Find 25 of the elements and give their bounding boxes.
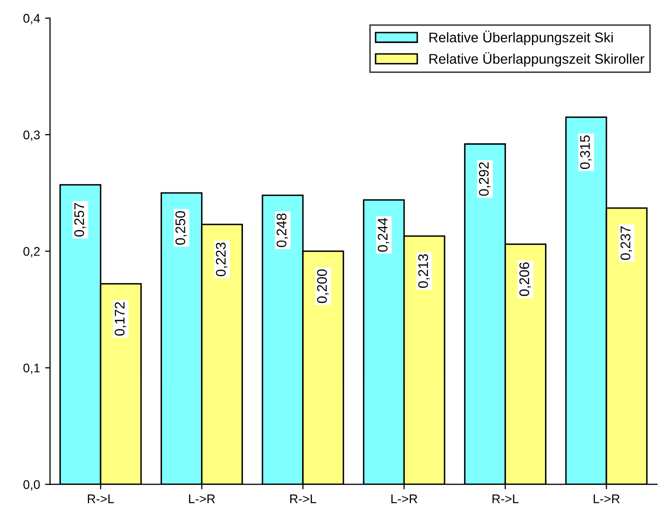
- x-tick-label: L->R: [189, 494, 215, 504]
- data-label: 0,206: [519, 262, 531, 296]
- data-label: 0,315: [580, 135, 592, 169]
- legend-label: Relative Überlappungszeit Skiroller: [429, 52, 644, 67]
- x-tick-label: R->L: [492, 494, 519, 504]
- data-label: 0,213: [418, 254, 430, 288]
- y-tick-label: 0,2: [23, 247, 40, 258]
- data-label: 0,248: [276, 213, 288, 248]
- x-tick-label: L->R: [594, 494, 620, 504]
- data-label: 0,237: [620, 226, 632, 260]
- data-label: 0,250: [175, 211, 187, 245]
- data-label: 0,244: [378, 218, 390, 252]
- data-label: 0,223: [216, 242, 228, 276]
- x-tick-label: L->R: [391, 494, 418, 504]
- x-tick-label: R->L: [88, 494, 114, 504]
- data-label: 0,257: [74, 203, 86, 237]
- data-label: 0,292: [478, 162, 490, 196]
- legend-label: Relative Überlappungszeit Ski: [429, 30, 613, 46]
- y-tick-label: 0,3: [23, 130, 40, 141]
- x-tick-label: R->L: [290, 494, 316, 504]
- data-label: 0,172: [114, 302, 126, 336]
- y-tick-label: 0,4: [23, 14, 40, 24]
- data-label: 0,200: [317, 269, 329, 304]
- y-tick-label: 0,1: [23, 364, 40, 374]
- y-tick-label: 0,0: [23, 480, 40, 490]
